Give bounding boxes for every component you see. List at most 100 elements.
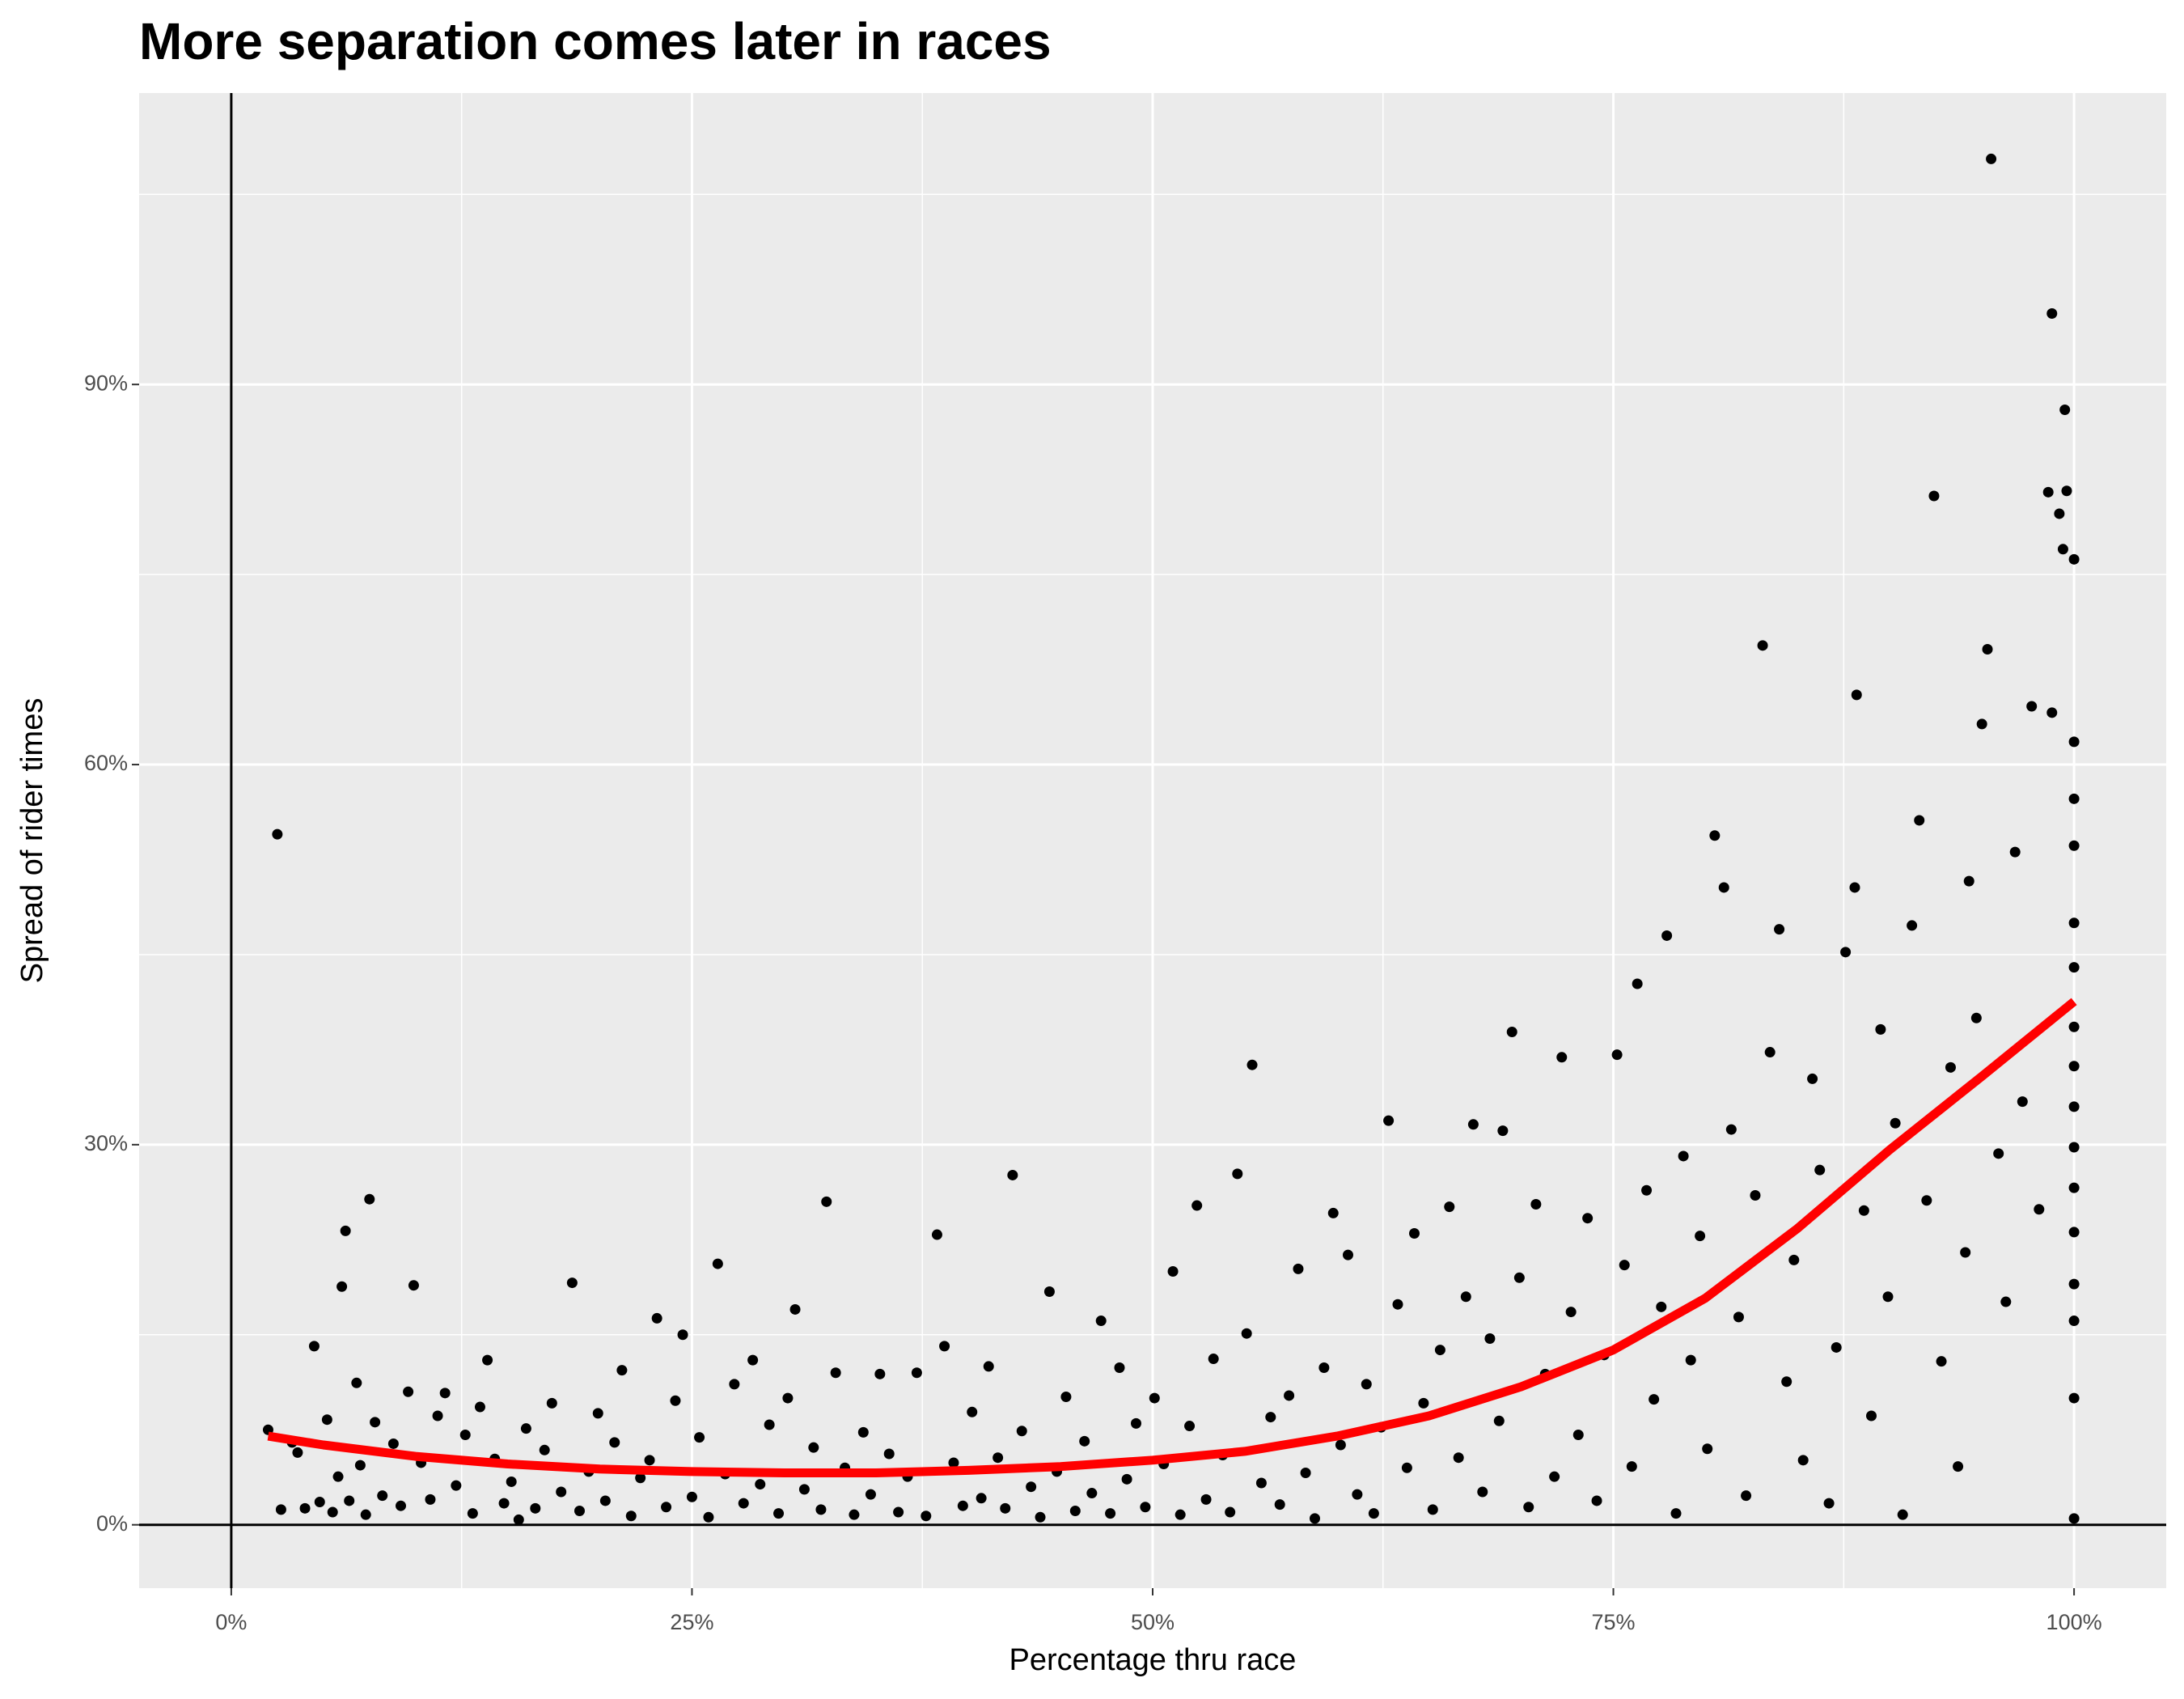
point <box>1976 718 1987 730</box>
point <box>939 1341 950 1352</box>
point <box>755 1479 766 1490</box>
point <box>1427 1504 1438 1515</box>
point <box>2057 544 2068 555</box>
point <box>703 1511 714 1523</box>
point <box>625 1510 637 1522</box>
point <box>1788 1254 1800 1265</box>
point <box>2054 508 2065 519</box>
point <box>1875 1023 1886 1035</box>
point <box>1914 815 1925 826</box>
point <box>1035 1511 1046 1523</box>
point <box>1352 1489 1363 1500</box>
point <box>2068 1227 2080 1238</box>
point <box>520 1423 531 1434</box>
point <box>1086 1488 1098 1499</box>
point <box>530 1502 541 1514</box>
point <box>1484 1333 1496 1344</box>
point <box>921 1510 932 1522</box>
point <box>332 1471 344 1482</box>
point <box>883 1448 895 1460</box>
point <box>360 1509 371 1520</box>
point <box>1619 1260 1630 1271</box>
point <box>2068 1101 2080 1112</box>
point <box>1327 1207 1339 1218</box>
y-tick-label: 90% <box>84 371 128 395</box>
point <box>482 1354 493 1366</box>
point <box>1225 1506 1236 1518</box>
point <box>1611 1049 1623 1061</box>
point <box>1797 1455 1809 1466</box>
point <box>1255 1477 1267 1489</box>
point <box>1632 978 1643 989</box>
point <box>789 1303 801 1315</box>
point <box>1963 875 1974 887</box>
point <box>2068 1061 2080 1072</box>
point <box>272 828 283 840</box>
point <box>1702 1443 1713 1455</box>
point <box>1300 1467 1311 1478</box>
point <box>2068 962 2080 973</box>
point <box>609 1437 620 1448</box>
x-tick-label: 100% <box>2046 1610 2102 1634</box>
point <box>2068 1392 2080 1404</box>
point <box>1890 1117 1901 1129</box>
point <box>314 1497 325 1508</box>
point <box>1506 1026 1517 1037</box>
point <box>1960 1247 1971 1258</box>
point <box>1921 1195 1932 1206</box>
point <box>2068 736 2080 748</box>
point <box>1591 1495 1602 1506</box>
point <box>1656 1301 1667 1312</box>
point <box>556 1486 567 1498</box>
point <box>857 1426 869 1438</box>
point <box>566 1277 578 1289</box>
point <box>1849 882 1860 893</box>
point <box>1757 640 1768 651</box>
point <box>798 1484 810 1495</box>
point <box>1807 1073 1818 1084</box>
point <box>1718 882 1729 893</box>
point <box>336 1281 348 1292</box>
point <box>2068 840 2080 851</box>
point <box>1232 1168 1243 1180</box>
point <box>1361 1379 1372 1390</box>
point <box>644 1455 655 1466</box>
point <box>1725 1124 1737 1135</box>
point <box>1383 1115 1395 1126</box>
point <box>1970 1012 1982 1023</box>
point <box>1907 920 1918 931</box>
point <box>1284 1390 1295 1401</box>
point <box>1858 1205 1869 1216</box>
point <box>1709 830 1721 841</box>
point <box>738 1498 749 1509</box>
point <box>616 1365 628 1376</box>
point <box>1265 1412 1276 1423</box>
y-tick-label: 30% <box>84 1131 128 1155</box>
point <box>1309 1513 1320 1524</box>
point <box>1318 1362 1330 1373</box>
point <box>1814 1164 1826 1176</box>
x-tick-label: 25% <box>670 1610 713 1634</box>
point <box>1982 644 1993 655</box>
point <box>351 1377 362 1388</box>
point <box>1121 1473 1132 1485</box>
point <box>1467 1119 1479 1130</box>
point <box>1572 1430 1584 1441</box>
point <box>1079 1435 1090 1447</box>
point <box>865 1489 876 1500</box>
point <box>686 1491 697 1502</box>
point <box>299 1502 311 1514</box>
point <box>1401 1462 1412 1473</box>
point <box>2068 793 2080 804</box>
point <box>773 1508 785 1519</box>
point <box>747 1354 759 1366</box>
point <box>1444 1201 1455 1213</box>
point <box>1434 1345 1445 1356</box>
point <box>1418 1397 1429 1409</box>
point <box>967 1406 978 1417</box>
point <box>694 1432 705 1443</box>
point <box>2042 486 2054 498</box>
point <box>1069 1505 1081 1516</box>
point <box>1368 1508 1379 1519</box>
